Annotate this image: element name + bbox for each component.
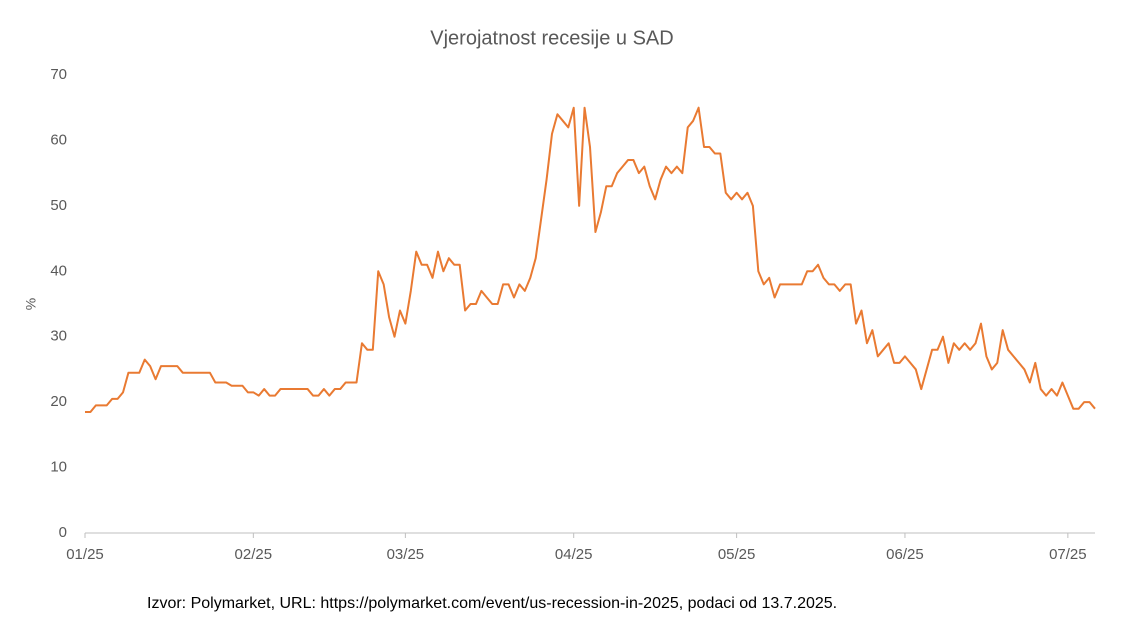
y-tick-label: 10 (50, 459, 67, 476)
x-tick-label: 02/25 (235, 546, 273, 563)
chart-title: Vjerojatnost recesije u SAD (430, 27, 673, 49)
x-tick-label: 06/25 (886, 546, 924, 563)
y-tick-label: 30 (50, 328, 67, 345)
x-tick-label: 07/25 (1049, 546, 1087, 563)
y-tick-label: 50 (50, 197, 67, 214)
x-tick-label: 04/25 (555, 546, 593, 563)
y-tick-label: 40 (50, 262, 67, 279)
x-tick-label: 03/25 (387, 546, 425, 563)
line-series (85, 106, 1096, 413)
source-note: Izvor: Polymarket, URL: https://polymark… (147, 595, 837, 612)
y-tick-label: 70 (50, 66, 67, 83)
y-tick-label: 0 (59, 524, 67, 541)
x-tick-label: 05/25 (718, 546, 756, 563)
y-axis-label: % (23, 298, 39, 310)
x-tick-label: 01/25 (66, 546, 104, 563)
y-tick-label: 60 (50, 131, 67, 148)
y-tick-label: 20 (50, 393, 67, 410)
